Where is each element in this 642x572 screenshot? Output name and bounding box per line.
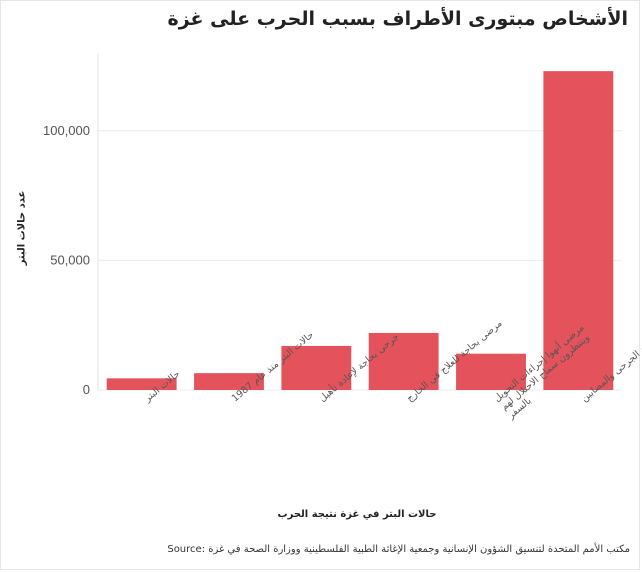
- y-tick-label: 0: [83, 382, 90, 397]
- grid-layer: [97, 53, 622, 391]
- y-axis-label: عدد حالات البتر: [16, 190, 28, 266]
- x-axis-label: حالات البتر في غزة نتيجة الحرب: [277, 509, 437, 520]
- bars-layer: [106, 71, 614, 391]
- bar: [543, 71, 614, 391]
- source-note: مكتب الأمم المتحدة لتنسيق الشؤون الإنسان…: [167, 544, 630, 555]
- chart-title: الأشخاص مبتورى الأطراف بسبب الحرب على غز…: [167, 8, 628, 30]
- y-tick-label: 100,000: [43, 123, 90, 138]
- bar: [281, 345, 352, 390]
- y-tick-labels: 0 50,000 100,000: [43, 123, 90, 397]
- bar: [368, 332, 439, 390]
- y-tick-label: 50,000: [50, 252, 90, 267]
- bar: [456, 353, 526, 390]
- bar: [106, 378, 177, 390]
- bar: [194, 373, 264, 390]
